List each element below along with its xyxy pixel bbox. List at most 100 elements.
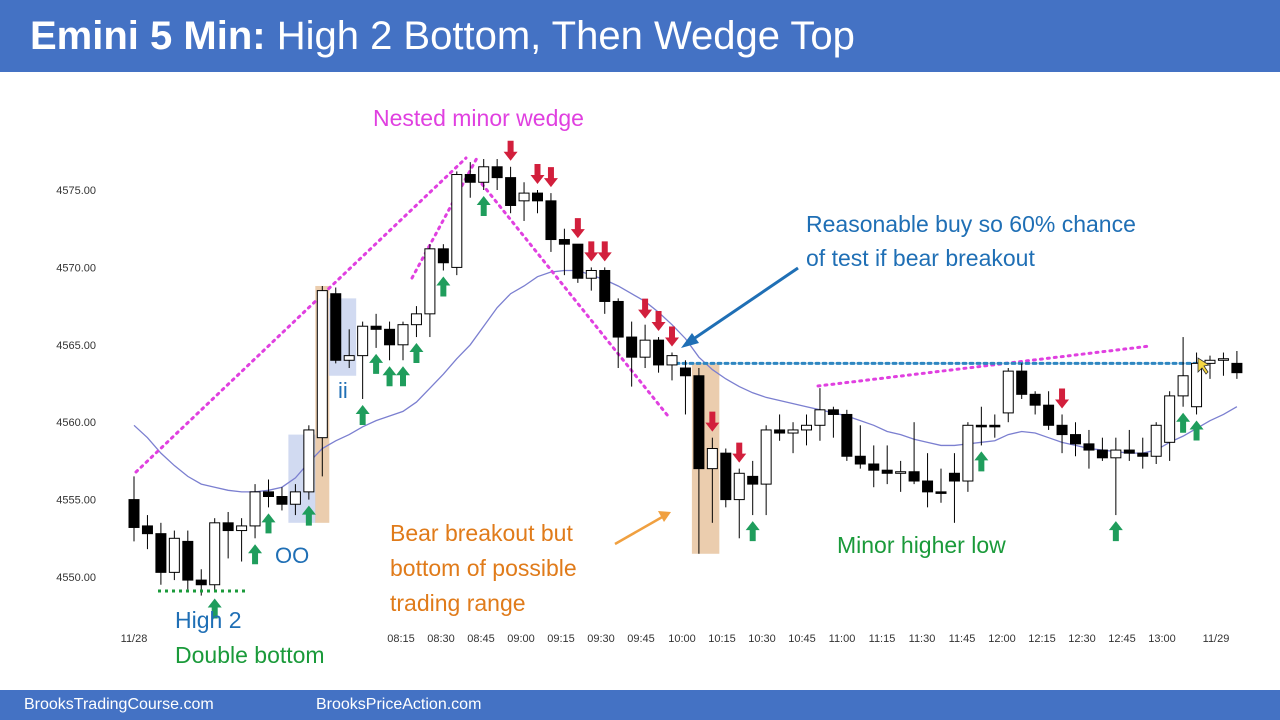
bull-arrow-icon [396, 366, 410, 387]
bear-candle [881, 469, 893, 474]
x-tick-label: 08:45 [467, 633, 495, 645]
bull-candle [787, 429, 799, 434]
bear-candle [626, 336, 638, 358]
annotation-blue-arrow [681, 266, 799, 348]
bull-candle [801, 424, 812, 431]
bull-candle [1204, 359, 1216, 364]
x-tick-label: 08:15 [387, 633, 415, 645]
bear-candle [908, 471, 920, 482]
bear-arrow-icon [732, 442, 747, 463]
bull-candle [397, 324, 409, 346]
annotation-nested-wedge: Nested minor wedge [373, 105, 584, 131]
annotation-high-2: High 2 [175, 607, 241, 633]
annotation-oo: OO [275, 543, 309, 568]
bear-candle [612, 300, 624, 338]
bear-candle [841, 413, 853, 457]
bear-candle [1123, 449, 1135, 454]
bear-candle [464, 174, 476, 183]
bull-candle [236, 525, 248, 532]
bear-candle [599, 269, 611, 302]
x-tick-label: 08:30 [427, 633, 455, 645]
bear-candle [868, 463, 880, 471]
bull-candle [343, 355, 355, 361]
wedge-line-1 [134, 156, 468, 474]
bull-arrow-icon [261, 513, 276, 534]
bear-candle [989, 424, 1001, 428]
bull-candle [962, 424, 974, 482]
bear-candle [1056, 424, 1068, 436]
x-tick-label: 13:00 [1148, 633, 1176, 645]
bear-arrow-icon [705, 411, 720, 432]
bull-arrow-icon [476, 196, 491, 216]
moving-average-line [133, 269, 1238, 493]
candlestick-chart: 4575.00 4570.00 4565.00 4560.00 4555.00 4550.… [56, 105, 1243, 668]
y-tick-label: 4560.00 [56, 417, 96, 429]
x-tick-label: 11/28 [121, 633, 148, 645]
bull-candle [451, 174, 463, 268]
bear-candle [1029, 393, 1041, 406]
annotation-minor-higher-low: Minor higher low [837, 532, 1006, 558]
bull-arrow-icon [301, 505, 316, 526]
bull-candle [1164, 395, 1176, 443]
bear-candle [370, 325, 382, 330]
bull-candle [478, 166, 490, 183]
bear-arrow-icon [570, 218, 585, 239]
wedge-line-4 [816, 344, 1152, 388]
bull-candle [316, 290, 328, 439]
x-tick-label: 12:45 [1108, 633, 1136, 645]
footer-left-link[interactable]: BrooksTradingCourse.com [24, 696, 214, 713]
bear-arrow-icon [665, 326, 679, 347]
footer: BrooksTradingCourse.com BrooksPriceActio… [0, 690, 1280, 720]
bull-candle [1177, 375, 1189, 397]
annotation-bear-breakout-1: Bear breakout but [390, 520, 573, 546]
bear-candle [182, 540, 194, 581]
bull-arrow-icon [1176, 412, 1191, 433]
bear-candle [532, 192, 543, 202]
bull-candle [1217, 358, 1229, 361]
bull-candle [1002, 370, 1014, 414]
bull-arrow-icon [355, 404, 370, 425]
bull-candle [303, 429, 315, 493]
bear-candle [572, 243, 584, 279]
bear-candle [827, 409, 839, 415]
x-tick-label: 09:15 [547, 633, 575, 645]
x-tick-label: 11:30 [909, 633, 936, 645]
bear-arrow-icon [503, 140, 518, 161]
bear-candle [948, 472, 960, 482]
bear-candle [653, 339, 665, 366]
bear-candle [1070, 434, 1081, 445]
x-tick-label: 10:30 [748, 633, 776, 645]
bear-candle [222, 522, 234, 532]
bear-candle [437, 248, 449, 264]
x-tick-label: 10:00 [668, 633, 696, 645]
bull-candle [706, 448, 718, 470]
cursor-icon [1197, 357, 1211, 375]
bull-candle [168, 537, 180, 573]
title-bar: Emini 5 Min: High 2 Bottom, Then Wedge T… [0, 0, 1280, 72]
x-tick-label: 09:30 [587, 633, 615, 645]
bear-candle [1137, 452, 1149, 457]
bear-candle [1231, 362, 1243, 374]
bear-candle [384, 328, 396, 346]
footer-right-link[interactable]: BrooksPriceAction.com [316, 696, 482, 713]
bear-candle [195, 579, 207, 586]
bull-arrow-icon [409, 343, 424, 364]
bear-arrow-icon [584, 241, 599, 262]
bear-arrow-icon [1055, 388, 1070, 409]
bull-arrow-icon [1108, 521, 1123, 542]
bear-candle [693, 375, 705, 470]
bear-candle [1016, 370, 1028, 395]
bear-candle [505, 177, 517, 206]
bull-arrow-icon [369, 353, 384, 374]
bull-candle [410, 313, 422, 326]
bull-arrow-icon [382, 366, 397, 387]
title-rest: High 2 Bottom, Then Wedge Top [265, 14, 855, 58]
bull-candle [1191, 362, 1203, 408]
bull-candle [814, 409, 826, 426]
bear-candle [1043, 404, 1055, 426]
annotation-ii: ii [338, 378, 348, 403]
wedge-line-2 [410, 154, 480, 280]
bear-candle [558, 239, 570, 245]
bull-candle [585, 269, 597, 279]
annotation-double-bottom: Double bottom [175, 642, 325, 668]
